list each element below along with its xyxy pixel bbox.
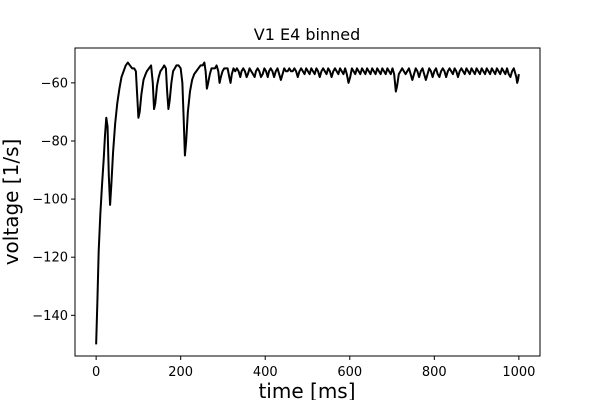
- x-tick-label: 200: [168, 365, 193, 380]
- chart-title: V1 E4 binned: [254, 25, 360, 44]
- y-tick-label: −100: [32, 193, 68, 208]
- x-tick-label: 0: [92, 365, 100, 380]
- voltage-series-line: [95, 61, 520, 345]
- plot-frame: [74, 47, 541, 357]
- y-tick-label: −120: [32, 251, 68, 266]
- x-tick-label: 400: [253, 365, 278, 380]
- x-axis-label: time [ms]: [258, 379, 355, 400]
- series-layer: [95, 61, 520, 345]
- x-tick-label: 600: [337, 365, 362, 380]
- x-tick-label: 800: [422, 365, 447, 380]
- y-tick-label: −80: [41, 134, 68, 149]
- y-axis-label: voltage [1/s]: [0, 139, 23, 266]
- y-tick-label: −140: [32, 309, 68, 324]
- x-tick-label: 1000: [502, 365, 535, 380]
- ticks-layer: 0 200 400 600 800 1000 −140 −120 −100 −80 −60: [32, 76, 535, 380]
- y-tick-label: −60: [41, 76, 68, 91]
